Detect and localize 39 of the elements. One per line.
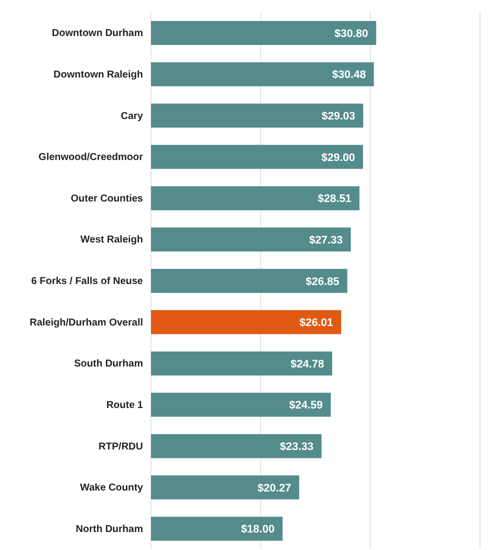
- y-tick-label: West Raleigh: [80, 234, 143, 246]
- data-label: $18.00: [240, 524, 275, 536]
- data-label: $30.80: [334, 28, 368, 40]
- data-label: $23.33: [280, 440, 314, 453]
- y-tick-label: South Durham: [74, 358, 144, 370]
- bar: [151, 475, 300, 500]
- data-label: $27.33: [309, 234, 343, 246]
- y-tick-label: Raleigh/Durham Overall: [30, 317, 144, 328]
- data-label: $29.00: [321, 152, 356, 164]
- y-tick-label: Downtown Raleigh: [54, 70, 143, 81]
- y-tick-label: 6 Forks / Falls of Neuse: [31, 276, 144, 288]
- data-label: $30.48: [332, 69, 366, 82]
- y-tick-label: Route 1: [106, 400, 144, 411]
- bar: [151, 228, 351, 252]
- y-tick-label: Glenwood/Creedmoor: [38, 152, 144, 164]
- bar: [151, 310, 342, 334]
- data-label: $28.51: [318, 193, 352, 206]
- y-tick-label: Downtown Durham: [52, 28, 144, 40]
- bar: [151, 392, 331, 417]
- y-tick-label: Wake County: [80, 482, 144, 494]
- bar: [151, 144, 364, 169]
- bar: [151, 516, 283, 541]
- data-label: $24.78: [290, 358, 324, 370]
- bar: [151, 21, 376, 45]
- data-label: $26.85: [306, 276, 340, 288]
- data-label: $20.27: [258, 482, 292, 494]
- data-label: $26.01: [300, 317, 334, 330]
- y-tick-label: Outer Counties: [70, 193, 144, 204]
- bar: [151, 62, 374, 86]
- bar: [151, 186, 360, 210]
- y-tick-label: RTP/RDU: [98, 441, 143, 452]
- y-tick-label: North Durham: [76, 524, 144, 535]
- data-label: $24.59: [289, 400, 323, 412]
- bar: [151, 434, 322, 458]
- data-label: $29.03: [322, 110, 356, 123]
- bar: [151, 104, 364, 128]
- y-tick-label: Cary: [120, 110, 144, 122]
- bar: [151, 268, 348, 293]
- bar: [151, 351, 332, 376]
